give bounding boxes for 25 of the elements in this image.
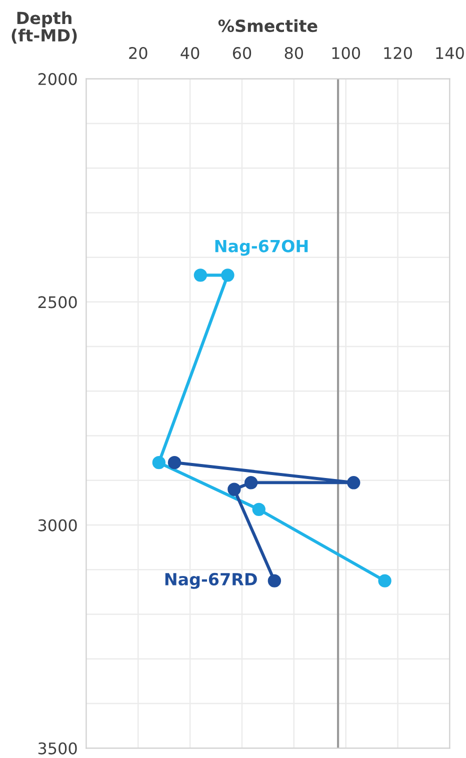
x-axis-title: %Smectite <box>218 19 318 32</box>
y-tick-label: 2000 <box>38 73 77 86</box>
x-tick-label: 40 <box>180 46 200 60</box>
x-tick-label: 100 <box>332 46 360 60</box>
point <box>252 502 266 516</box>
x-tick-label: 120 <box>384 46 412 60</box>
point <box>244 476 258 490</box>
y-tick-label: 3000 <box>38 519 77 532</box>
y-axis-title: Depth (ft-MD) <box>12 11 77 44</box>
x-tick-label: 140 <box>436 46 464 60</box>
y-tick-label: 3500 <box>38 742 77 754</box>
point <box>228 482 241 496</box>
point <box>168 456 182 470</box>
series-label: Nag-67OH <box>215 240 308 256</box>
series-label: Nag-67RD <box>165 572 257 589</box>
x-tick-label: 20 <box>129 46 148 60</box>
point <box>221 268 234 282</box>
point <box>378 574 392 588</box>
point <box>194 268 208 282</box>
point <box>268 574 282 588</box>
x-tick-label: 80 <box>284 46 304 60</box>
x-tick-label: 60 <box>232 46 252 60</box>
point <box>347 476 360 490</box>
point <box>152 456 166 470</box>
y-tick-label: 2500 <box>38 296 77 308</box>
